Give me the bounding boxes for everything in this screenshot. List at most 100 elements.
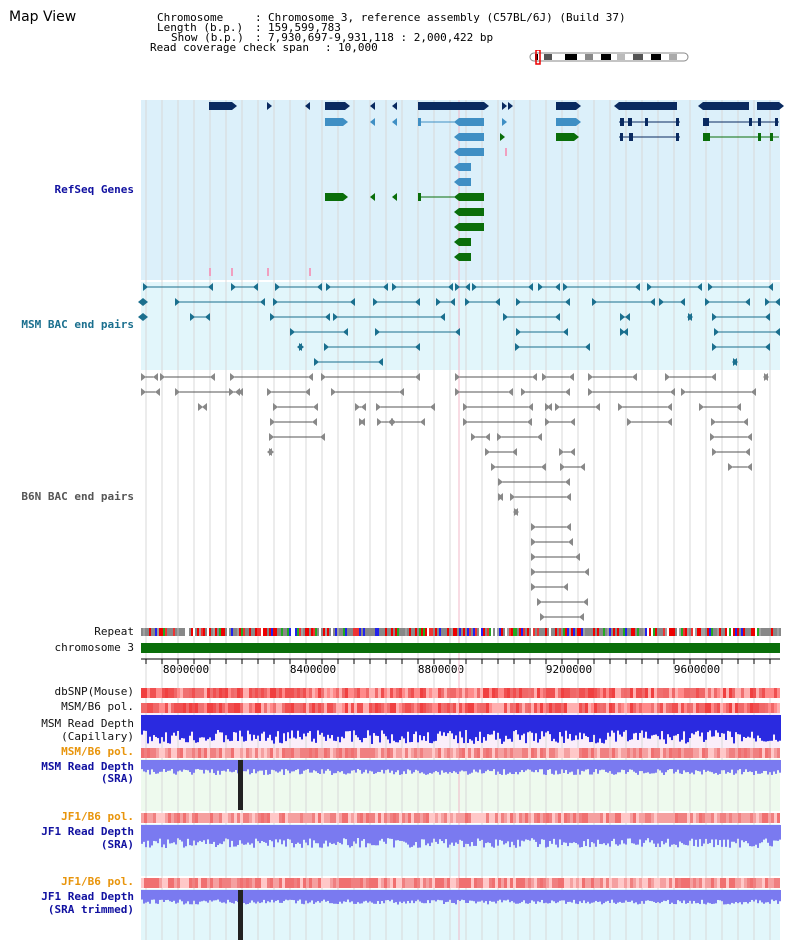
depth-bar <box>213 890 215 901</box>
depth-bar <box>557 715 559 743</box>
repeat-mark <box>153 628 155 636</box>
gene-exon <box>758 133 761 141</box>
depth-bar <box>417 890 419 900</box>
depth-bar <box>219 715 221 733</box>
pol-mark <box>411 813 414 823</box>
pol-mark <box>570 688 573 698</box>
depth-bar <box>755 715 757 742</box>
pol-mark <box>171 688 174 698</box>
bac-end <box>229 388 234 396</box>
pol-mark <box>183 813 186 823</box>
pol-mark <box>357 748 360 758</box>
depth-bar <box>287 715 289 733</box>
bac-end <box>495 298 500 306</box>
pol-mark <box>573 813 576 823</box>
depth-bar <box>649 825 651 843</box>
pol-mark <box>207 688 210 698</box>
chromosome-ideogram[interactable] <box>525 50 695 66</box>
track-label-b6n-bac[interactable]: B6N BAC end pairs <box>21 490 134 503</box>
pol-mark <box>387 748 390 758</box>
depth-bar <box>577 825 579 845</box>
pol-mark <box>591 878 594 888</box>
pol-mark <box>603 878 606 888</box>
gene-arrow <box>614 102 619 110</box>
depth-bar <box>453 890 455 904</box>
depth-bar <box>141 890 143 900</box>
track-label-jf1-b6-pol-2[interactable]: JF1/B6 pol. <box>61 875 134 888</box>
track-label-repeat[interactable]: Repeat <box>94 625 134 638</box>
track-label-dbsnp[interactable]: dbSNP(Mouse) <box>54 685 134 698</box>
depth-bar <box>209 715 211 738</box>
depth-bar <box>691 760 693 773</box>
depth-bar <box>529 825 531 841</box>
pol-mark <box>279 703 282 713</box>
depth-bar <box>343 715 345 739</box>
pol-mark <box>360 688 363 698</box>
depth-bar <box>611 715 613 731</box>
depth-bar <box>669 825 671 847</box>
depth-bar <box>613 715 615 733</box>
depth-bar <box>585 890 587 904</box>
depth-bar <box>753 715 755 739</box>
pol-mark <box>528 688 531 698</box>
pol-mark <box>732 688 735 698</box>
depth-bar <box>463 890 465 901</box>
track-label-jf1-depth-trimmed[interactable]: JF1 Read Depth <box>41 890 134 903</box>
depth-bar <box>249 760 251 775</box>
repeat-mark <box>297 628 299 636</box>
track-label-refseq[interactable]: RefSeq Genes <box>54 183 134 196</box>
depth-bar <box>397 890 399 905</box>
depth-bar <box>343 760 345 774</box>
depth-bar <box>157 760 159 774</box>
pol-mark <box>486 748 489 758</box>
bac-end <box>545 418 550 426</box>
pol-mark <box>564 748 567 758</box>
depth-bar <box>653 715 655 735</box>
track-label-jf1-b6-pol[interactable]: JF1/B6 pol. <box>61 810 134 823</box>
depth-bar <box>263 760 265 775</box>
track-label-msm-bac[interactable]: MSM BAC end pairs <box>21 318 134 331</box>
repeat-mark <box>551 628 553 636</box>
depth-bar <box>265 825 267 843</box>
track-label-msm-depth-capillary[interactable]: MSM Read Depth <box>41 717 134 730</box>
repeat-mark <box>695 628 697 636</box>
pol-mark <box>480 878 483 888</box>
pol-mark <box>276 748 279 758</box>
repeat-mark <box>157 628 159 636</box>
pol-mark <box>726 878 729 888</box>
depth-bar <box>531 760 533 772</box>
depth-bar <box>723 760 725 771</box>
pol-mark <box>453 688 456 698</box>
depth-bar <box>329 825 331 843</box>
pol-mark <box>747 748 750 758</box>
depth-bar <box>231 760 233 773</box>
pol-mark <box>360 748 363 758</box>
track-label-jf1-depth-sra[interactable]: JF1 Read Depth <box>41 825 134 838</box>
depth-bar <box>305 825 307 843</box>
repeat-mark <box>173 628 175 636</box>
depth-bar <box>475 715 477 738</box>
pol-mark <box>777 748 780 758</box>
pol-mark <box>555 703 558 713</box>
repeat-mark <box>339 628 341 636</box>
depth-bar <box>503 890 505 901</box>
repeat-mark <box>763 628 765 636</box>
depth-bar <box>561 760 563 770</box>
bac-end <box>290 328 295 336</box>
track-label-chromosome[interactable]: chromosome 3 <box>54 641 134 654</box>
depth-bar <box>381 890 383 902</box>
pol-mark <box>738 703 741 713</box>
track-label-msm-b6-pol-2[interactable]: MSM/B6 pol. <box>61 745 134 758</box>
depth-bar <box>515 715 517 731</box>
depth-bar <box>673 715 675 736</box>
pol-mark <box>525 878 528 888</box>
bac-end <box>751 388 756 396</box>
pol-mark <box>276 878 279 888</box>
track-label-msm-b6-pol[interactable]: MSM/B6 pol. <box>61 700 134 713</box>
track-label-msm-depth-sra[interactable]: MSM Read Depth <box>41 760 134 773</box>
depth-bar <box>367 715 369 731</box>
depth-bar <box>749 890 751 902</box>
repeat-mark <box>177 628 179 636</box>
depth-bar <box>441 890 443 901</box>
